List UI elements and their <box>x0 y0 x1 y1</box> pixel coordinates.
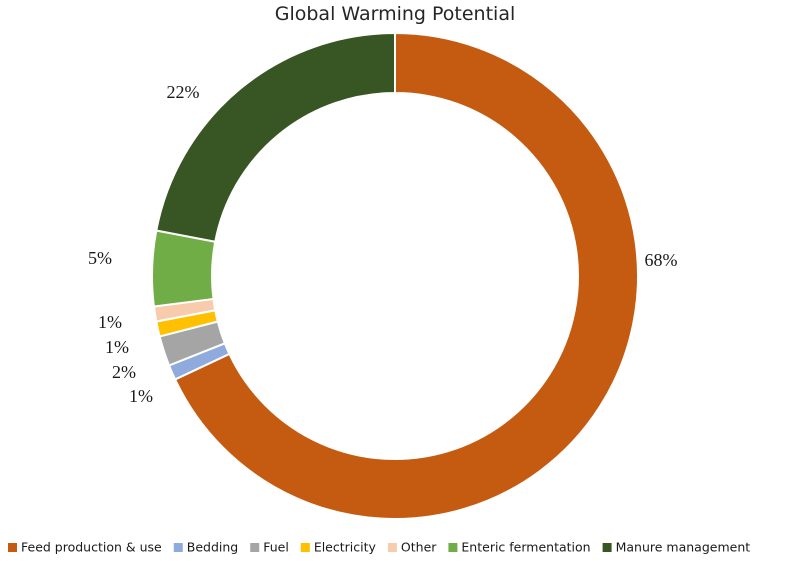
data-label-electricity: 1% <box>105 337 129 357</box>
legend-swatch-feed-production-and-use <box>8 543 17 552</box>
donut-slices <box>151 31 639 520</box>
legend-label-electricity: Electricity <box>314 540 377 555</box>
legend-item-feed-production-and-use: Feed production & use <box>8 540 162 555</box>
data-label-other: 1% <box>98 312 122 332</box>
data-label-bedding: 1% <box>129 386 153 406</box>
data-labels: 68% 1% 2% 1% 1% 5% 22% <box>88 82 678 406</box>
legend-swatch-bedding <box>173 543 183 552</box>
legend-item-electricity: Electricity <box>300 540 377 555</box>
data-label-fuel: 2% <box>112 362 136 382</box>
legend-label-bedding: Bedding <box>187 540 238 555</box>
legend-item-enteric-fermentation: Enteric fermentation <box>448 540 591 555</box>
data-label-manure-management: 22% <box>167 82 200 102</box>
legend: Feed production & use Bedding Fuel Electric… <box>8 540 750 555</box>
legend-item-fuel: Fuel <box>250 540 289 555</box>
legend-label-manure-management: Manure management <box>616 540 751 555</box>
legend-swatch-enteric-fermentation <box>448 543 458 552</box>
legend-swatch-other <box>387 543 397 552</box>
chart-title: Global Warming Potential <box>275 3 516 25</box>
legend-swatch-fuel <box>250 543 260 552</box>
slice-manure-management <box>155 31 396 243</box>
legend-item-other: Other <box>387 540 437 555</box>
legend-swatch-electricity <box>300 543 310 552</box>
legend-label-other: Other <box>401 540 437 555</box>
legend-swatch-manure-management <box>602 543 612 552</box>
data-label-enteric-fermentation: 5% <box>88 248 112 268</box>
slice-enteric-fermentation <box>151 229 217 308</box>
slice-feed-production-and-use <box>173 31 639 520</box>
legend-item-bedding: Bedding <box>173 540 238 555</box>
legend-label-fuel: Fuel <box>263 540 289 555</box>
legend-label-feed-production-and-use: Feed production & use <box>21 540 162 555</box>
legend-item-manure-management: Manure management <box>602 540 751 555</box>
legend-label-enteric-fermentation: Enteric fermentation <box>461 540 590 555</box>
data-label-feed-production-and-use: 68% <box>645 250 678 270</box>
